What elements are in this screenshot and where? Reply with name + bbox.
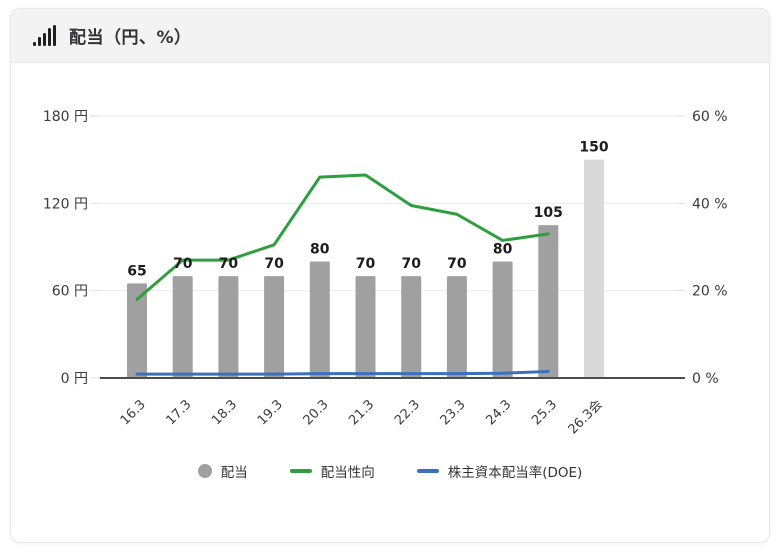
- x-axis-label-26.3会: 26.3会: [566, 397, 606, 437]
- chart-legend: 配当 配当性向 株主資本配当率(DOE): [197, 461, 583, 481]
- bar-chart-icon: [33, 24, 59, 47]
- legend-label-payout-ratio: 配当性向: [320, 465, 375, 481]
- bar-label-17.3: 70: [173, 256, 193, 272]
- bar-label-20.3: 80: [310, 242, 330, 258]
- bar-label-23.3: 70: [447, 256, 467, 272]
- payout-line-swatch-icon: [289, 469, 312, 473]
- right-axis-tick: 60 %: [692, 109, 728, 125]
- bar-value-labels: 65 70 70 70 80 70 70 70 80 105 150: [127, 140, 609, 280]
- x-axis-label-25.3: 25.3: [529, 397, 560, 428]
- bar-18.3: [218, 276, 239, 378]
- x-axis-label-22.3: 22.3: [392, 397, 423, 428]
- bar-21.3: [355, 276, 376, 378]
- bar-26.3会: [584, 159, 604, 378]
- bar-label-25.3: 105: [534, 205, 563, 221]
- right-axis-tick: 20 %: [692, 284, 728, 300]
- bar-label-18.3: 70: [219, 256, 239, 272]
- doe-line-swatch-icon: [416, 469, 439, 473]
- right-axis-tick: 0 %: [692, 371, 719, 387]
- gridlines: [90, 115, 685, 379]
- x-axis-label-24.3: 24.3: [483, 397, 514, 428]
- bar-20.3: [309, 261, 330, 378]
- bar-label-21.3: 70: [356, 256, 376, 272]
- legend-item-dividend[interactable]: 配当: [197, 461, 248, 481]
- x-axis-label-19.3: 19.3: [255, 397, 286, 428]
- x-axis-label-16.3: 16.3: [118, 397, 149, 428]
- legend-label-doe: 株主資本配当率(DOE): [447, 465, 583, 481]
- legend-item-payout-ratio[interactable]: 配当性向: [289, 461, 375, 481]
- payout-ratio-line: [135, 173, 550, 301]
- bar-label-24.3: 80: [493, 242, 513, 258]
- x-axis-label-21.3: 21.3: [346, 397, 377, 428]
- legend-item-doe[interactable]: 株主資本配当率(DOE): [416, 461, 583, 481]
- bar-23.3: [446, 276, 467, 378]
- x-axis-label-17.3: 17.3: [163, 397, 194, 428]
- left-axis-tick: 60 円: [52, 284, 88, 300]
- bar-label-19.3: 70: [264, 256, 284, 272]
- right-axis-tick: 40 %: [692, 196, 728, 212]
- left-axis-tick: 180 円: [43, 109, 88, 125]
- bar-label-16.3: 65: [127, 263, 146, 279]
- left-axis-tick: 0 円: [61, 371, 88, 387]
- bar-17.3: [172, 276, 193, 378]
- dividend-bars: [127, 159, 604, 378]
- doe-line: [135, 369, 550, 376]
- page-title: 配当（円、%）: [69, 28, 192, 48]
- dividend-card: 配当（円、%） 65 70 70 70 80 70 70 70 80 105 150 0 円 60 円 1…: [10, 8, 770, 543]
- left-axis-labels: 0 円 60 円 120 円 180 円: [43, 109, 88, 387]
- bar-16.3: [127, 283, 147, 378]
- bar-19.3: [264, 276, 285, 378]
- x-axis-label-23.3: 23.3: [438, 397, 469, 428]
- legend-label-dividend: 配当: [220, 465, 248, 481]
- chart-body: 65 70 70 70 80 70 70 70 80 105 150 0 円 60 円 120 円 180 …: [11, 63, 769, 481]
- bar-24.3: [492, 261, 513, 378]
- bar-label-22.3: 70: [401, 256, 421, 272]
- dividend-bar-swatch-icon: [197, 464, 212, 478]
- right-axis-labels: 0 % 20 % 40 % 60 %: [692, 109, 728, 387]
- x-axis-label-20.3: 20.3: [301, 397, 332, 428]
- bar-25.3: [538, 225, 559, 378]
- x-axis-label-18.3: 18.3: [209, 397, 240, 428]
- bar-label-26.3会: 150: [579, 140, 608, 156]
- left-axis-tick: 120 円: [43, 196, 88, 212]
- card-header: 配当（円、%）: [11, 9, 769, 63]
- bar-22.3: [401, 276, 422, 378]
- x-axis-labels: 16.3 17.3 18.3 19.3 20.3 21.3 22.3 23.3 24.3 25.3…: [118, 397, 606, 437]
- dividend-combo-chart: 65 70 70 70 80 70 70 70 80 105 150 0 円 60 円 120 円 180 …: [43, 109, 728, 437]
